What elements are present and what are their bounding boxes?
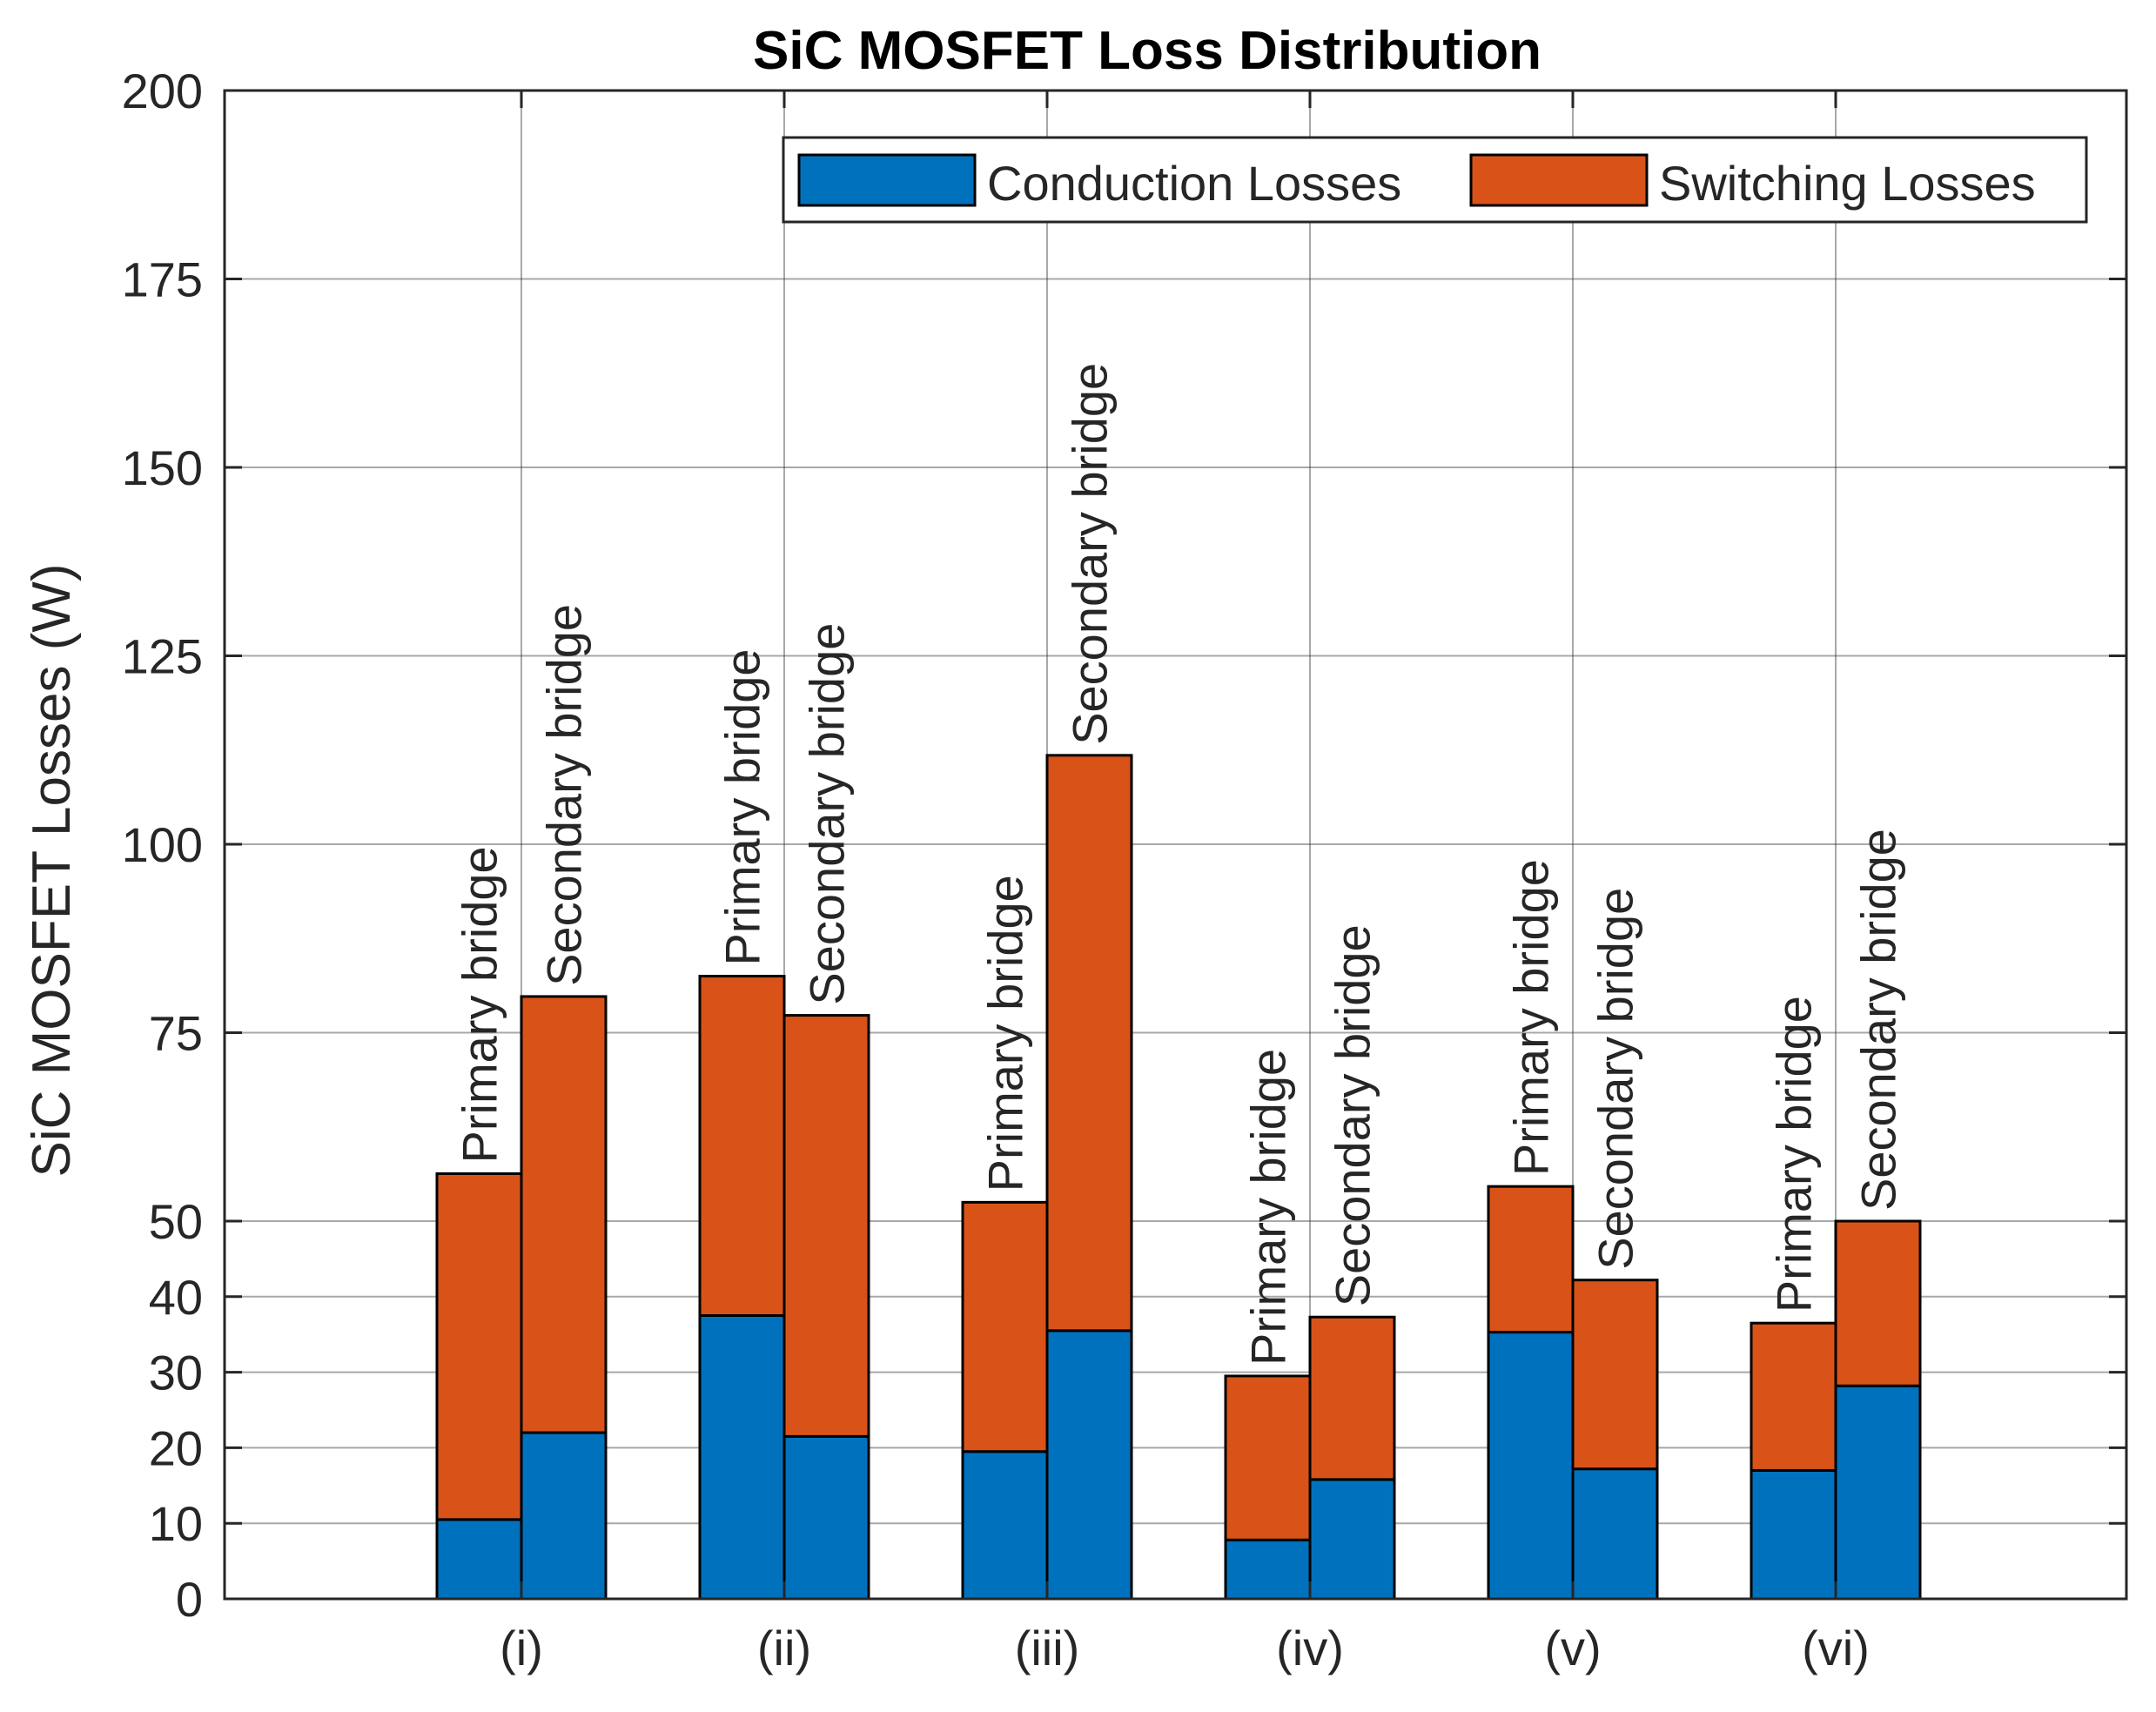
y-tick-label: 75: [149, 1006, 203, 1061]
x-tick-label: (ii): [757, 1621, 811, 1675]
legend-label-conduction: Conduction Losses: [987, 156, 1401, 211]
bar-label-secondary: Secondary bridge: [800, 623, 855, 1005]
y-tick-label: 50: [149, 1194, 203, 1249]
legend-swatch-switching: [1469, 153, 1649, 207]
y-tick-label: 20: [149, 1420, 203, 1475]
bar-switching-primary: [435, 1172, 523, 1521]
bar-switching-secondary: [1308, 1315, 1396, 1481]
bar-switching-secondary: [782, 1014, 870, 1438]
bar-label-primary: Primary bridge: [1767, 996, 1822, 1313]
bar-switching-secondary: [520, 995, 608, 1434]
bar-conduction-primary: [961, 1450, 1049, 1601]
y-axis-label: SiC MOSFET Losses (W): [22, 563, 82, 1177]
x-tick-label: (v): [1544, 1621, 1601, 1675]
bar-conduction-secondary: [1045, 1329, 1133, 1601]
bar-conduction-primary: [435, 1518, 523, 1601]
legend-box: [782, 136, 2088, 224]
y-tick-label: 200: [122, 64, 203, 118]
x-tick-label: (vi): [1802, 1621, 1870, 1675]
legend: Conduction Losses Switching Losses: [782, 136, 2088, 224]
bar-label-secondary: Secondary bridge: [1588, 888, 1643, 1270]
axis-layer: 0 10 20 30 40 50 75 100 125 150 175 200 (i) (ii) (iii)…: [122, 64, 2128, 1675]
bar-conduction-secondary: [1571, 1467, 1659, 1601]
y-tick-label: 10: [149, 1496, 203, 1551]
bar-conduction-primary: [1224, 1538, 1312, 1601]
bar-label-layer: Primary bridge Secondary bridge Primary br…: [453, 363, 1906, 1366]
bar-switching-primary: [698, 975, 786, 1318]
bar-conduction-primary: [1750, 1468, 1837, 1601]
bar-conduction-primary: [1487, 1331, 1575, 1601]
x-tick-label: (iv): [1276, 1621, 1344, 1675]
x-tick-label: (i): [500, 1621, 543, 1675]
y-tick-label: 100: [122, 817, 203, 872]
bar-label-secondary: Secondary bridge: [1326, 924, 1380, 1306]
legend-swatch-conduction: [797, 153, 977, 207]
bar-label-primary: Primary bridge: [978, 875, 1033, 1192]
y-tick-label: 30: [149, 1346, 203, 1400]
bar-label-primary: Primary bridge: [1241, 1049, 1296, 1366]
bar-switching-primary: [1224, 1374, 1312, 1541]
bar-switching-primary: [1487, 1185, 1575, 1334]
chart-title: SiC MOSFET Loss Distribution: [753, 21, 1541, 81]
bar-switching-primary: [1750, 1321, 1837, 1472]
bar-switching-secondary: [1834, 1219, 1922, 1387]
bar-conduction-secondary: [782, 1434, 870, 1601]
bar-switching-secondary: [1571, 1279, 1659, 1471]
y-tick-label: 125: [122, 629, 203, 684]
bar-label-secondary: Secondary bridge: [1063, 363, 1118, 745]
bar-label-primary: Primary bridge: [453, 846, 507, 1163]
y-tick-label: 40: [149, 1270, 203, 1325]
y-tick-label: 150: [122, 440, 203, 495]
legend-label-switching: Switching Losses: [1659, 156, 2036, 211]
bar-label-primary: Primary bridge: [1504, 859, 1559, 1176]
bar-switching-primary: [961, 1200, 1049, 1454]
y-tick-label: 175: [122, 252, 203, 307]
bar-conduction-secondary: [1834, 1384, 1922, 1601]
y-tick-label: 0: [176, 1572, 203, 1627]
bar-conduction-secondary: [520, 1431, 608, 1601]
bar-label-primary: Primary bridge: [715, 648, 770, 965]
bar-switching-secondary: [1045, 754, 1133, 1333]
bar-label-secondary: Secondary bridge: [1851, 829, 1906, 1211]
bar-layer: [435, 754, 1922, 1601]
x-tick-label: (iii): [1015, 1621, 1080, 1675]
bar-conduction-secondary: [1308, 1478, 1396, 1601]
bar-label-secondary: Secondary bridge: [537, 604, 592, 986]
bar-conduction-primary: [698, 1314, 786, 1601]
